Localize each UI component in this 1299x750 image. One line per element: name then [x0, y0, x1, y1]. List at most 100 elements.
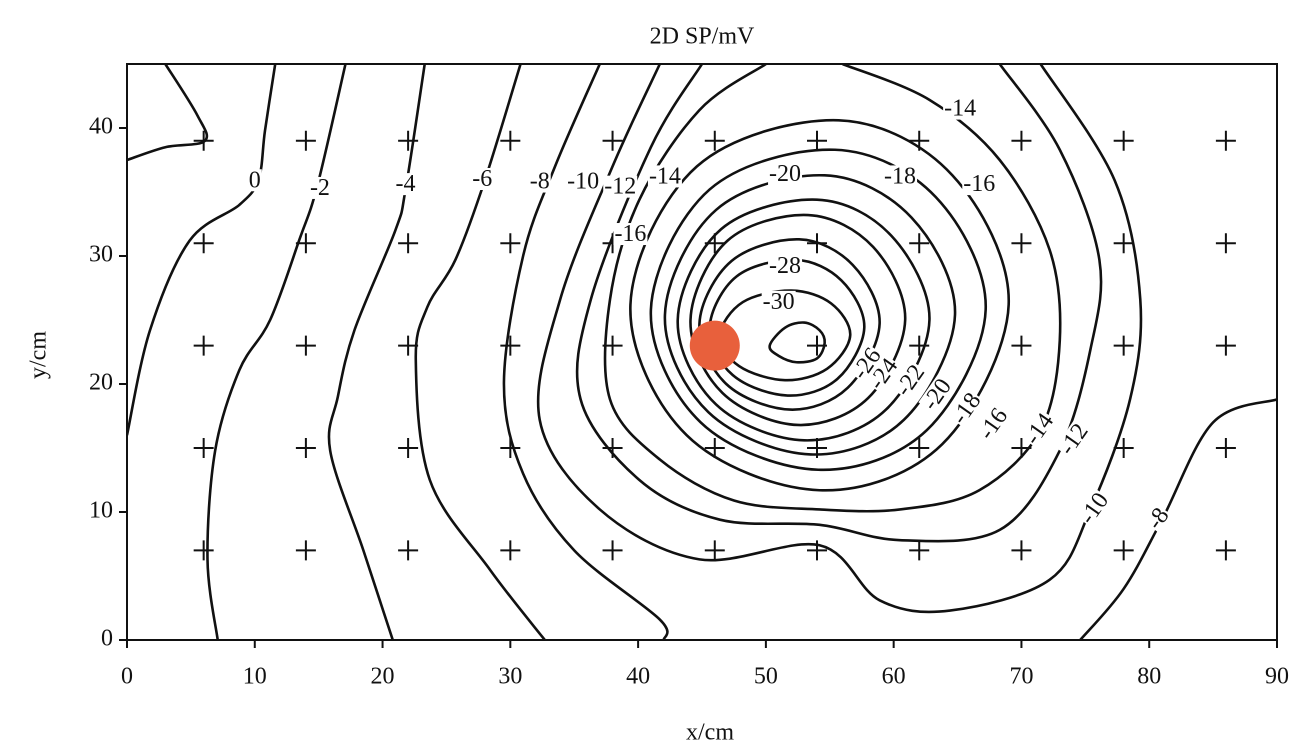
- contour-label-group: 0: [247, 167, 262, 193]
- contour-label-group: -20: [768, 161, 803, 187]
- contour-line: [689, 213, 907, 427]
- contour-label: -12: [604, 174, 636, 200]
- contour-line: [575, 64, 1103, 543]
- electrode-marker: [1011, 130, 1032, 151]
- electrode-marker: [1215, 540, 1236, 561]
- electrode-marker: [500, 233, 521, 254]
- contour-label-bg: [891, 360, 930, 401]
- electrode-marker: [398, 130, 419, 151]
- electrode-marker: [500, 540, 521, 561]
- contour-label-bg: [1075, 488, 1114, 529]
- y-tick-label: 10: [89, 498, 113, 524]
- contour-line: [536, 64, 1143, 614]
- contour-label-bg: [947, 388, 986, 429]
- contour-line: [206, 64, 347, 640]
- electrode-marker: [193, 438, 214, 458]
- contour-line: [629, 118, 1010, 492]
- plot-frame: [126, 63, 1278, 641]
- contour-label: -8: [1142, 503, 1175, 534]
- contour-label: -14: [649, 163, 681, 189]
- contour-label: -28: [769, 253, 801, 279]
- electrode-marker: [500, 130, 521, 151]
- electrode-marker: [909, 233, 930, 254]
- contour-label-group: -14: [647, 163, 682, 189]
- contour-label-bg: [943, 97, 978, 120]
- electrode-marker: [807, 130, 827, 151]
- contour-label-bg: [962, 173, 997, 196]
- contour-line: [603, 64, 1062, 513]
- contour-label-bg: [528, 170, 551, 193]
- contour-label-bg: [883, 165, 918, 188]
- electrode-marker: [909, 438, 930, 458]
- electrode-marker: [295, 438, 316, 458]
- electrode-marker: [193, 233, 214, 254]
- y-axis-label: y/cm: [26, 331, 52, 379]
- contour-line: [327, 64, 427, 640]
- contour-line: [663, 174, 957, 456]
- contour-label-bg: [1055, 419, 1093, 460]
- contour-label-group: -4: [394, 171, 417, 197]
- contour-label-bg: [768, 162, 803, 185]
- contour-label-group: -14: [943, 96, 978, 122]
- electrode-marker: [1011, 335, 1032, 356]
- x-tick-label: 70: [1009, 664, 1033, 690]
- contour-label-group: -8: [1142, 503, 1175, 534]
- contour-label-bg: [761, 290, 796, 313]
- contour-label: -10: [1075, 488, 1115, 529]
- contour-label-bg: [1020, 408, 1059, 450]
- y-tick-label: 30: [89, 242, 113, 268]
- electrode-marker: [295, 130, 316, 151]
- electrode-marker: [500, 335, 521, 356]
- contour-label: -4: [396, 171, 416, 197]
- y-tick-label: 20: [89, 370, 113, 396]
- contour-label: -16: [614, 221, 646, 247]
- electrode-marker: [1113, 233, 1134, 254]
- y-tick-label: 40: [89, 114, 113, 140]
- x-tick-label: 30: [498, 664, 522, 690]
- contour-line: [708, 258, 866, 397]
- contour-label: -10: [567, 169, 599, 195]
- contour-label-group: -18: [883, 163, 918, 189]
- electrode-marker: [1215, 233, 1236, 254]
- electrode-marker: [1215, 438, 1236, 458]
- electrode-marker: [1215, 335, 1236, 356]
- contour-label-group: -16: [613, 221, 648, 247]
- contour-line: [676, 198, 931, 442]
- contour-label: -30: [763, 289, 795, 315]
- contour-label-bg: [974, 403, 1013, 445]
- electrode-marker: [704, 540, 725, 561]
- x-tick-label: 80: [1137, 664, 1161, 690]
- x-tick-label: 20: [371, 664, 395, 690]
- contour-label: -8: [530, 169, 550, 195]
- contour-label-bg: [308, 176, 331, 199]
- electrode-marker: [704, 438, 725, 458]
- contour-label-group: -16: [962, 171, 997, 197]
- electrode-marker: [193, 540, 214, 561]
- electrode-marker: [1011, 233, 1032, 254]
- electrode-marker: [602, 540, 623, 561]
- contour-label-group: -28: [768, 253, 803, 279]
- electrode-marker: [193, 335, 214, 356]
- contour-label-group: -12: [1054, 419, 1094, 460]
- contour-label-group: -10: [1075, 488, 1115, 529]
- electrode-marker: [1011, 540, 1032, 561]
- electrode-marker: [398, 438, 419, 458]
- contour-label-group: -30: [761, 289, 796, 315]
- contour-label: 0: [249, 167, 261, 193]
- contour-label: -14: [1020, 409, 1060, 450]
- contour-label: -20: [769, 161, 801, 187]
- contour-label-bg: [864, 353, 903, 395]
- contour-label: -14: [944, 96, 976, 122]
- contour-label-group: -2: [308, 175, 331, 201]
- contour-line: [718, 289, 852, 382]
- contour-label: -2: [310, 175, 330, 201]
- contour-label-group: -12: [603, 174, 638, 200]
- contour-line: [768, 321, 827, 364]
- chart-title: 2D SP/mV: [650, 24, 755, 50]
- contour-label-bg: [471, 167, 494, 190]
- electrode-marker: [295, 335, 316, 356]
- electrode-marker: [1215, 130, 1236, 151]
- x-axis-label: x/cm: [686, 720, 734, 746]
- electrode-marker: [1113, 540, 1134, 561]
- electrode-marker: [909, 540, 930, 561]
